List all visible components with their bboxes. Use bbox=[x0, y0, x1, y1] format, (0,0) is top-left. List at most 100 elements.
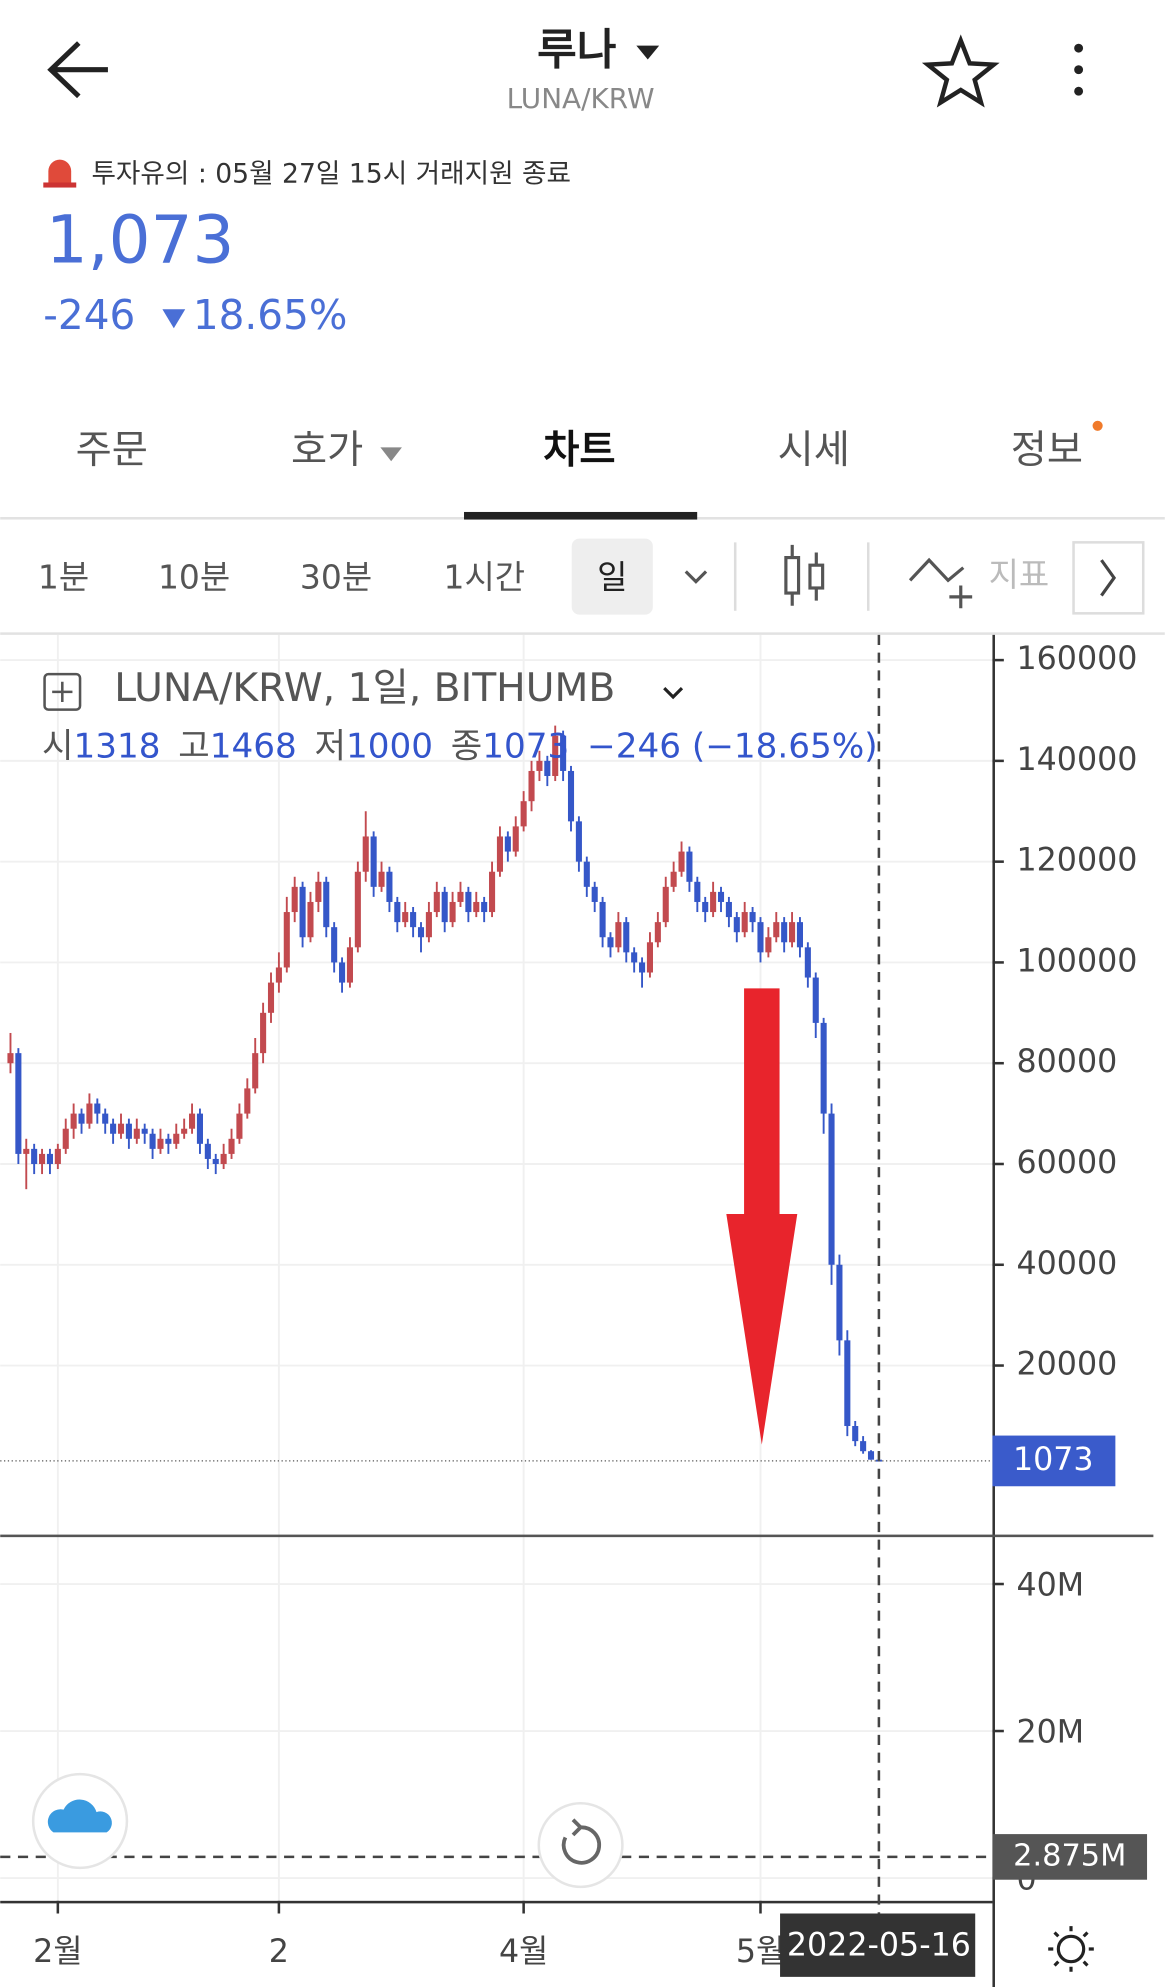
volume-tick-label: 20M bbox=[1017, 1715, 1085, 1751]
candle-body bbox=[23, 1148, 30, 1154]
candle-body bbox=[102, 1113, 109, 1124]
candle-body bbox=[583, 861, 590, 887]
interval[interactable]: 30분 bbox=[300, 558, 372, 597]
tab[interactable]: 주문 bbox=[76, 428, 148, 473]
x-axis-line bbox=[0, 1900, 993, 1904]
candle-body bbox=[781, 922, 788, 943]
cloud-icon bbox=[47, 1799, 112, 1833]
candle-body bbox=[520, 801, 527, 827]
candle-body bbox=[31, 1148, 38, 1164]
interval[interactable]: 일 bbox=[597, 558, 627, 597]
back-button[interactable] bbox=[47, 41, 108, 99]
y-tick-label: 120000 bbox=[1017, 843, 1138, 879]
candle-body bbox=[662, 886, 669, 923]
candle-body bbox=[378, 871, 385, 887]
crosshair-date: 2022-05-16 bbox=[787, 1927, 971, 1963]
down-triangle bbox=[162, 309, 186, 329]
candle-body bbox=[465, 891, 472, 913]
candle-body bbox=[70, 1113, 77, 1129]
y-tick-label: 140000 bbox=[1017, 742, 1138, 778]
tab-dropdown bbox=[380, 447, 402, 462]
candle-body bbox=[236, 1113, 243, 1139]
candle-body bbox=[796, 922, 803, 948]
coin-title[interactable]: 루나 bbox=[537, 26, 616, 76]
candle-body bbox=[631, 952, 638, 963]
candle-body bbox=[741, 912, 748, 933]
current-price-label: 1073 bbox=[1013, 1442, 1094, 1478]
candle-body bbox=[860, 1441, 867, 1452]
tab-active[interactable]: 차트 bbox=[543, 428, 615, 473]
tab[interactable]: 호가 bbox=[291, 428, 363, 473]
candle-body bbox=[54, 1148, 61, 1164]
title-dropdown[interactable] bbox=[636, 45, 660, 60]
candle-body bbox=[339, 962, 346, 983]
candle-body bbox=[402, 912, 409, 923]
candle-body bbox=[149, 1133, 156, 1149]
indicator[interactable]: 지표 bbox=[989, 555, 1050, 594]
candle-body bbox=[757, 922, 764, 953]
ohlc-legend: 시1318 고1468 저1000 종1073 −246 (−18.65%) bbox=[42, 726, 878, 766]
candle-body bbox=[615, 922, 622, 948]
divider bbox=[0, 632, 1165, 635]
tab[interactable]: 시세 bbox=[778, 428, 850, 473]
candle-body bbox=[623, 922, 630, 953]
candle-body bbox=[46, 1153, 53, 1164]
reset-button[interactable] bbox=[537, 1801, 624, 1889]
tab[interactable]: 정보 bbox=[1011, 428, 1083, 473]
candle-body bbox=[173, 1133, 180, 1144]
candle-body bbox=[441, 891, 448, 923]
title-dropdown[interactable] bbox=[663, 686, 684, 700]
overlay: 2월 2 4월 5월 2022-05-16 1073 2.875M bbox=[0, 634, 1148, 1977]
candle-body bbox=[725, 901, 732, 918]
chevron bbox=[1100, 559, 1117, 597]
interval[interactable]: 1분 bbox=[38, 558, 89, 597]
candle-body bbox=[212, 1158, 219, 1164]
favorite-button[interactable] bbox=[921, 34, 1000, 108]
candle-body bbox=[812, 977, 819, 1023]
candle-body bbox=[773, 922, 780, 938]
candle-body bbox=[457, 891, 464, 902]
chart-type-button[interactable] bbox=[784, 544, 825, 606]
interval-bar: 1분 10분 30분 1시간 일 bbox=[38, 558, 627, 597]
candle-body bbox=[78, 1113, 85, 1124]
candle-body bbox=[639, 962, 646, 973]
scroll-button[interactable] bbox=[1072, 541, 1145, 615]
candle-body bbox=[15, 1053, 22, 1154]
settings-button[interactable] bbox=[1048, 1926, 1094, 1972]
candle-body bbox=[196, 1113, 203, 1144]
candle-body bbox=[686, 851, 693, 882]
candle-body bbox=[94, 1103, 101, 1114]
interval[interactable]: 1시간 bbox=[444, 558, 526, 597]
more-button[interactable] bbox=[1074, 43, 1084, 96]
tab-indicator bbox=[464, 511, 698, 520]
candle-body bbox=[496, 836, 503, 872]
candle-body bbox=[394, 901, 401, 923]
candle-body bbox=[473, 901, 480, 913]
candle-body bbox=[489, 871, 496, 913]
candle-body bbox=[228, 1138, 235, 1154]
candle-body bbox=[449, 901, 456, 923]
candle-body bbox=[710, 891, 717, 913]
candle-body bbox=[275, 967, 282, 983]
y-tick-label: 20000 bbox=[1017, 1347, 1118, 1383]
interval[interactable]: 10분 bbox=[158, 558, 230, 597]
volume-label: 2.875M bbox=[1013, 1838, 1126, 1873]
candle-body bbox=[362, 836, 369, 872]
volume-tick-label: 40M bbox=[1017, 1568, 1085, 1604]
candle-body bbox=[7, 1053, 14, 1064]
y-tick-label: 60000 bbox=[1017, 1145, 1118, 1181]
candle-body bbox=[252, 1053, 259, 1089]
add-icon[interactable] bbox=[43, 672, 82, 711]
candle-body bbox=[283, 912, 290, 968]
date-box bbox=[780, 1913, 976, 1977]
interval-dropdown[interactable] bbox=[684, 570, 708, 584]
y-tick-label: 80000 bbox=[1017, 1044, 1118, 1080]
candle-body bbox=[481, 901, 488, 913]
candle-body bbox=[678, 851, 685, 872]
indicator-icon[interactable] bbox=[908, 557, 973, 609]
candle-body bbox=[591, 886, 598, 902]
notice: 투자유의 : 05월 27일 15시 거래지원 종료 bbox=[91, 158, 571, 189]
candle-body bbox=[417, 927, 425, 938]
candle-body bbox=[717, 891, 725, 902]
candle-body bbox=[804, 947, 811, 978]
